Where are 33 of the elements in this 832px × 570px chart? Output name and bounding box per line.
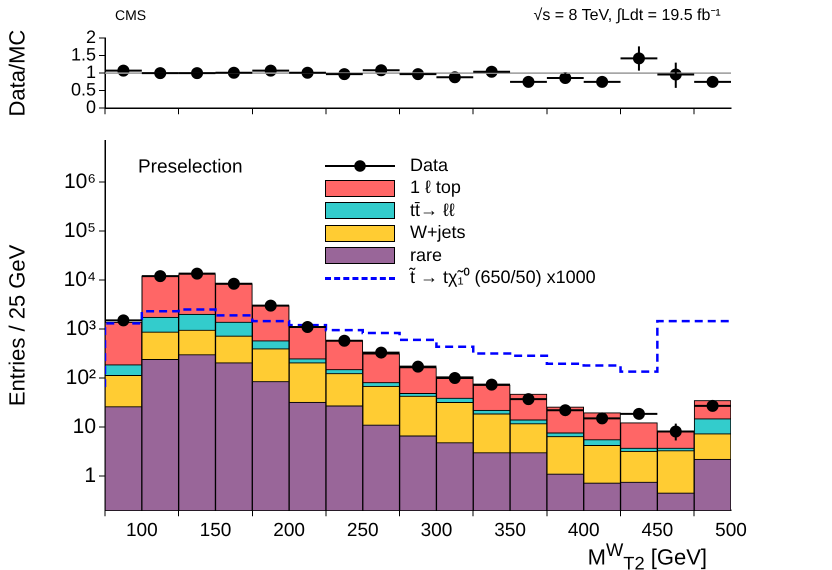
x-tick-label: 150 (200, 520, 232, 541)
x-tick-label: 200 (273, 520, 305, 541)
legend-label: W+jets (410, 222, 466, 242)
x-tick-label: 350 (494, 520, 526, 541)
x-tick-label: 450 (642, 520, 674, 541)
y-tick-label: 10⁴ (64, 268, 96, 291)
y-tick-label: 1 (84, 464, 96, 487)
chart-title: CMS (115, 7, 146, 23)
legend-label: t̃ → tχ̃₁⁰ (650/50) x1000 (410, 267, 596, 288)
y-tick-label: 10³ (66, 316, 96, 340)
y-axis-title: Entries / 25 GeV (4, 244, 30, 406)
y-tick-label: 0.5 (70, 80, 96, 100)
x-tick-label: 500 (715, 520, 747, 541)
x-tick-label: 250 (346, 520, 379, 541)
legend-label: rare (410, 244, 442, 265)
y-axis-title: Data/MC (4, 30, 30, 116)
annotation: Preselection (138, 156, 243, 178)
x-tick-label: 400 (568, 520, 600, 541)
y-tick-label: 0 (86, 97, 96, 118)
chart-subtitle: √s = 8 TeV, ∫Ldt = 19.5 fb⁻¹ (534, 7, 721, 24)
y-tick-label: 1 (86, 62, 96, 82)
y-tick-label: 10² (66, 366, 96, 389)
x-axis-title: M$^{W}$$_{T2}$ [GeV] (588, 539, 707, 570)
legend-label: Data (410, 154, 448, 175)
y-tick-label: 2 (86, 26, 96, 47)
legend-label: 1 ℓ top (410, 177, 461, 198)
y-tick-label: 1.5 (70, 44, 96, 65)
y-tick-label: 10⁶ (64, 170, 96, 193)
x-tick-label: 100 (126, 520, 158, 541)
y-tick-label: 10⁵ (64, 218, 96, 242)
x-tick-label: 300 (420, 520, 452, 541)
legend-label: tt̄→ ℓℓ (410, 200, 455, 220)
y-tick-label: 10 (72, 414, 96, 438)
